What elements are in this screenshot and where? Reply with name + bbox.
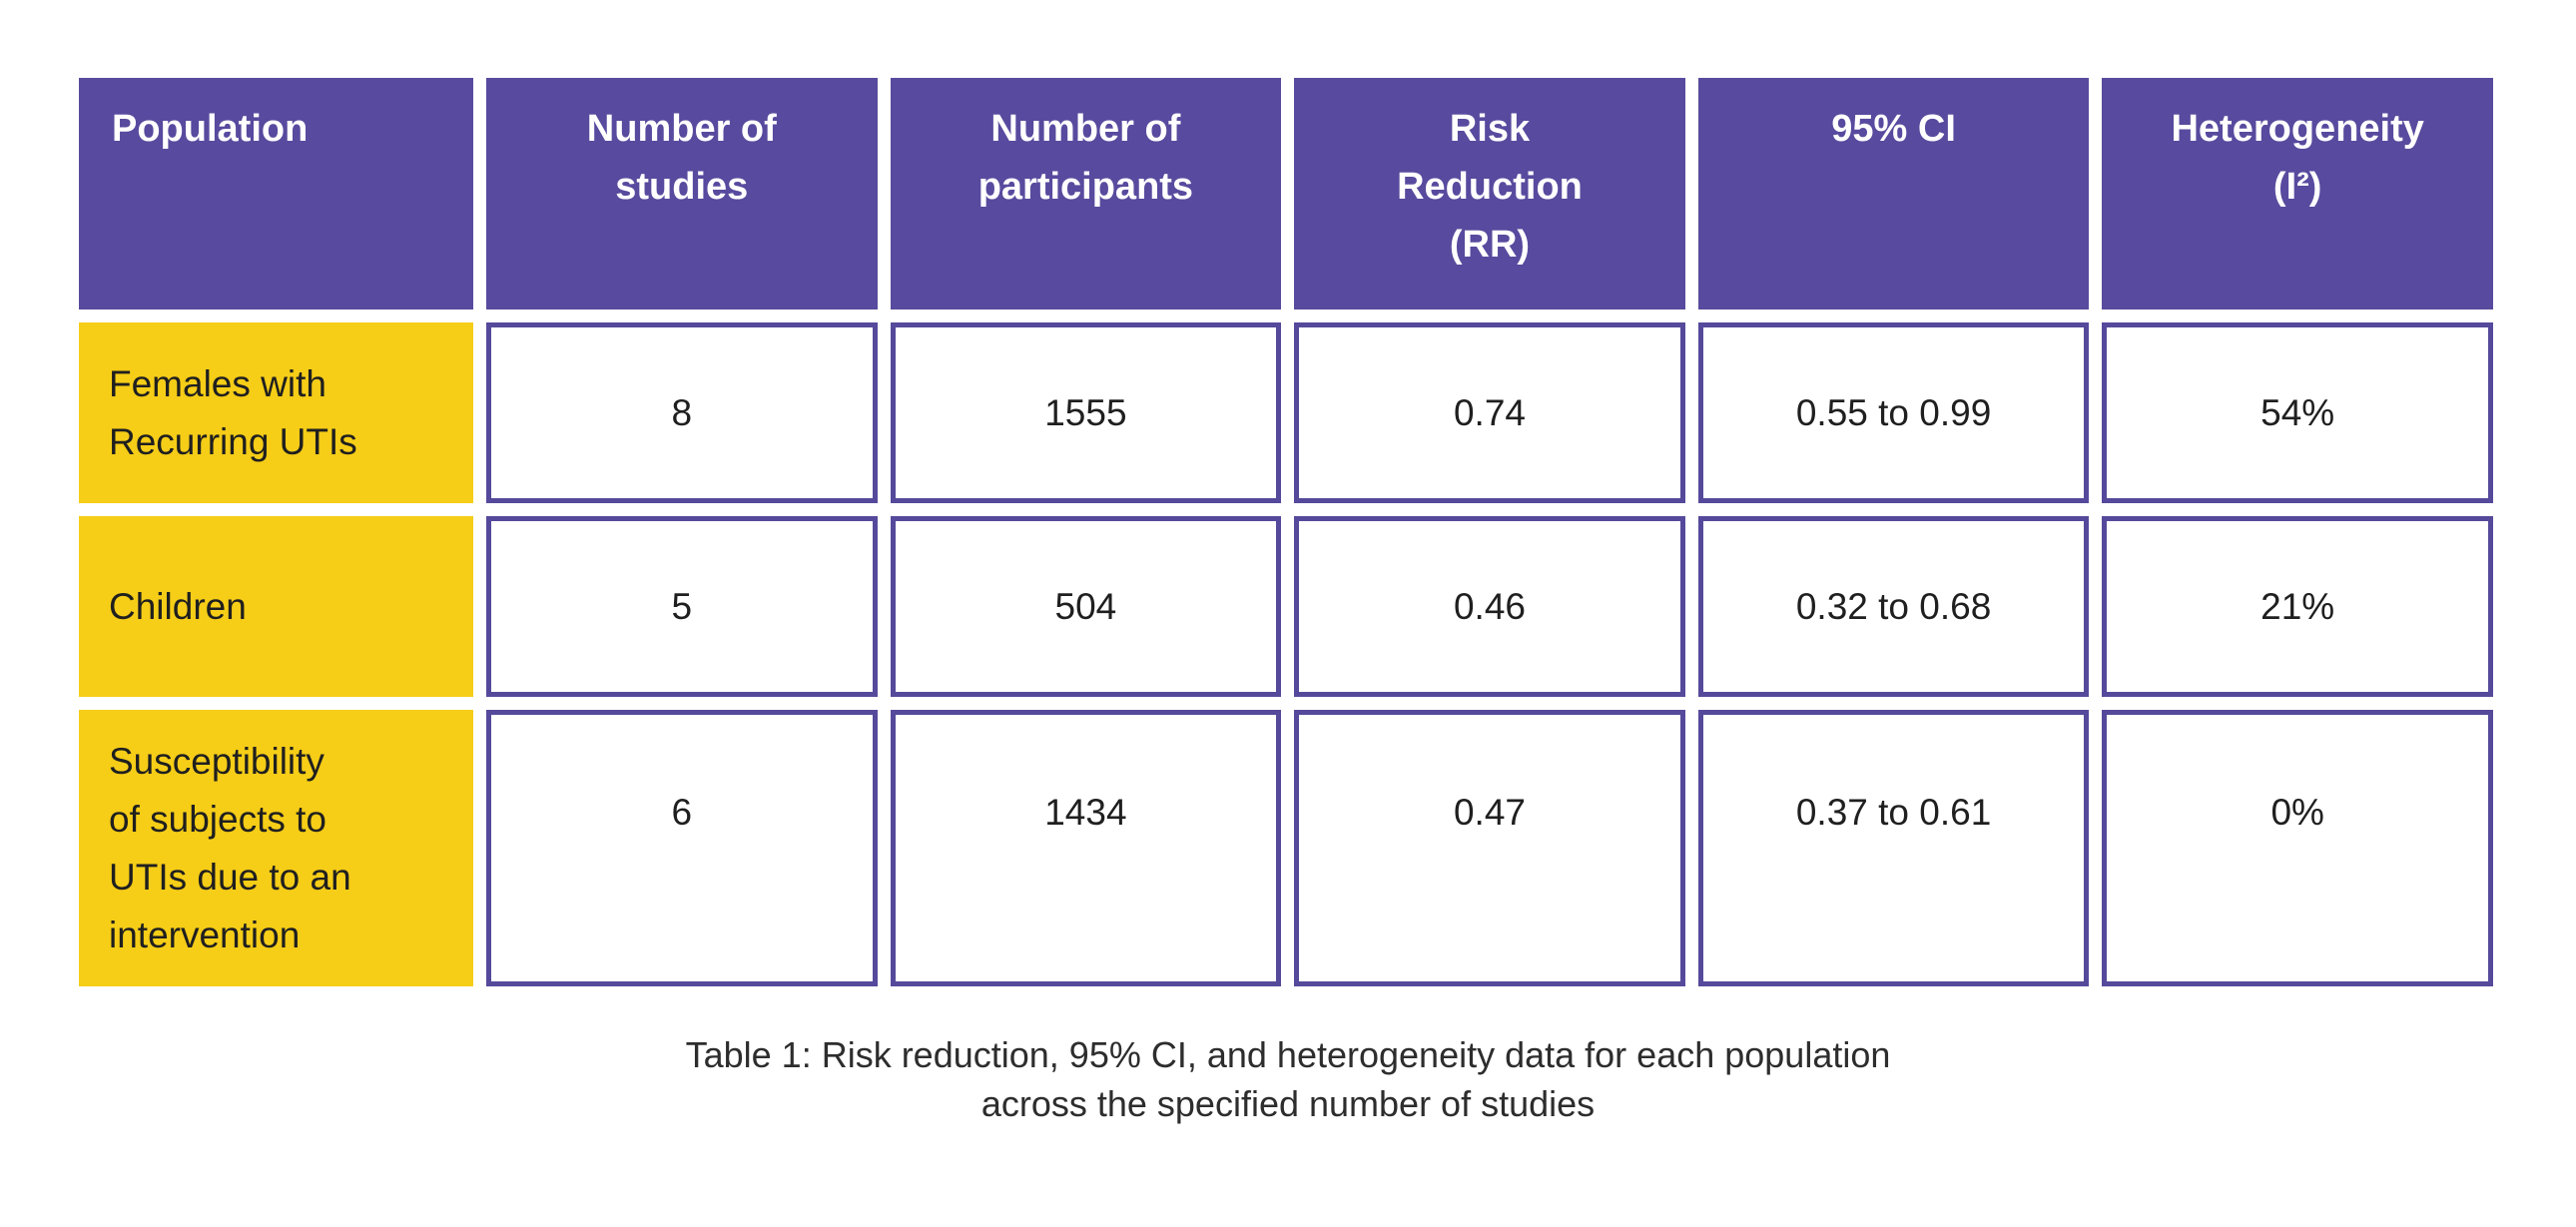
header-risk-reduction: Risk Reduction (RR): [1294, 78, 1685, 309]
header-number-of-studies: Number of studies: [486, 78, 878, 309]
ci-cell: 0.37 to 0.61: [1697, 710, 2090, 986]
population-line: Children: [109, 585, 247, 627]
participants-cell: 504: [890, 516, 1282, 697]
population-line: UTIs due to an: [109, 856, 351, 898]
header-line: Risk: [1449, 108, 1531, 150]
header-line: 95% CI: [1831, 108, 1956, 150]
rr-cell: 0.47: [1294, 710, 1685, 986]
population-cell: Females with Recurring UTIs: [79, 322, 473, 503]
population-line: intervention: [109, 914, 301, 955]
studies-cell: 6: [486, 710, 878, 986]
header-line: Number of: [586, 108, 777, 150]
header-line: Heterogeneity: [2171, 108, 2424, 150]
heterogeneity-cell: 21%: [2102, 516, 2493, 697]
population-line: Susceptibility: [109, 740, 324, 782]
studies-cell: 8: [486, 322, 878, 503]
participants-cell: 1434: [890, 710, 1282, 986]
header-line: participants: [977, 166, 1194, 208]
header-population: Population: [79, 78, 473, 309]
rr-cell: 0.46: [1294, 516, 1685, 697]
header-heterogeneity: Heterogeneity (I²): [2102, 78, 2493, 309]
population-line: of subjects to: [109, 798, 327, 840]
population-cell: Children: [79, 516, 473, 697]
header-number-of-participants: Number of participants: [890, 78, 1282, 309]
heterogeneity-cell: 54%: [2102, 322, 2493, 503]
caption-line: across the specified number of studies: [980, 1083, 1596, 1124]
studies-cell: 5: [486, 516, 878, 697]
table-caption: Table 1: Risk reduction, 95% CI, and het…: [0, 1030, 2576, 1128]
header-line: Reduction: [1397, 166, 1583, 208]
rr-cell: 0.74: [1294, 322, 1685, 503]
population-line: Females with: [109, 362, 326, 404]
header-95-ci: 95% CI: [1697, 78, 2090, 309]
results-table: Population Number of studies Number of p…: [79, 78, 2493, 986]
header-line: studies: [615, 166, 749, 208]
population-cell: Susceptibility of subjects to UTIs due t…: [79, 710, 473, 986]
caption-line: Table 1: Risk reduction, 95% CI, and het…: [685, 1034, 1891, 1075]
header-line: (I²): [2272, 166, 2322, 208]
header-line: Number of: [990, 108, 1181, 150]
population-line: Recurring UTIs: [109, 420, 357, 462]
participants-cell: 1555: [890, 322, 1282, 503]
ci-cell: 0.55 to 0.99: [1697, 322, 2090, 503]
header-line: Population: [112, 108, 309, 150]
heterogeneity-cell: 0%: [2102, 710, 2493, 986]
header-line: (RR): [1449, 224, 1531, 266]
ci-cell: 0.32 to 0.68: [1697, 516, 2090, 697]
